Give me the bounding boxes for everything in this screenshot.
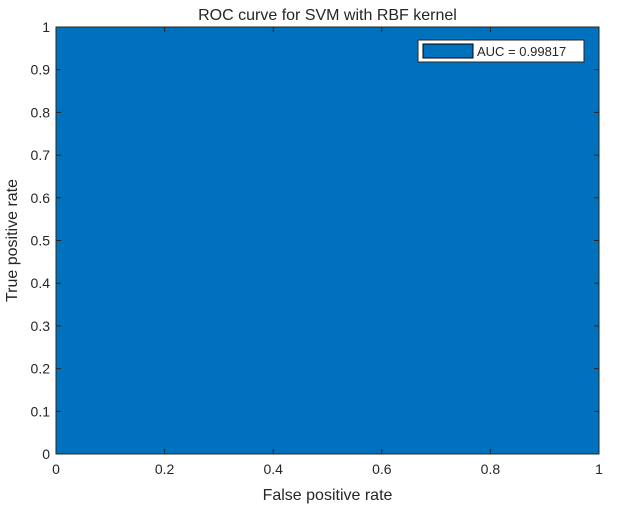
y-tick-label: 0.9 [31, 62, 51, 78]
y-tick-label: 0.8 [31, 104, 51, 120]
y-tick-label: 0.1 [31, 403, 51, 419]
legend-swatch [422, 43, 474, 59]
x-tick-label: 0.2 [155, 461, 175, 477]
x-tick-label: 0.6 [372, 461, 392, 477]
y-tick-label: 0.2 [31, 361, 51, 377]
y-tick-label: 0.3 [31, 318, 51, 334]
y-axis-label: True positive rate [4, 179, 21, 302]
roc-area [55, 26, 600, 455]
x-axis-ticks: 0 0.2 0.4 0.6 0.8 1 [52, 27, 603, 477]
legend-entry: AUC = 0.99817 [477, 44, 566, 59]
legend: AUC = 0.99817 [417, 39, 585, 63]
y-tick-label: 0.5 [31, 233, 51, 249]
chart-title: ROC curve for SVM with RBF kernel [198, 7, 457, 24]
y-axis-ticks: 0 0.1 0.2 0.3 0.4 0.5 0.6 0.7 0.8 0.9 1 [31, 19, 599, 462]
y-tick-label: 0.6 [31, 190, 51, 206]
x-tick-label: 1 [595, 461, 603, 477]
x-axis-label: False positive rate [263, 487, 393, 504]
x-tick-label: 0.4 [263, 461, 283, 477]
y-tick-label: 0 [42, 446, 50, 462]
y-tick-label: 0.7 [31, 147, 51, 163]
y-tick-label: 1 [42, 19, 50, 35]
x-tick-label: 0 [52, 461, 60, 477]
x-tick-label: 0.8 [481, 461, 501, 477]
y-tick-label: 0.4 [31, 275, 51, 291]
